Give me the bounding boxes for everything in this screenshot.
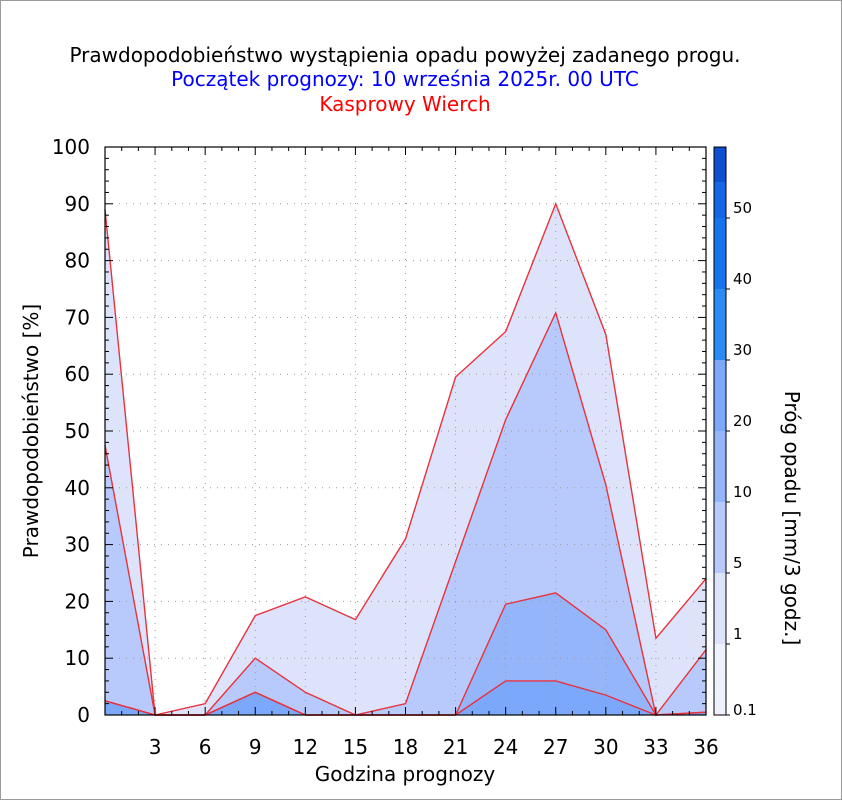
x-axis-label: Godzina prognozy: [315, 762, 496, 786]
x-tick-label-3: 12: [293, 735, 318, 759]
x-tick-label-11: 36: [693, 735, 718, 759]
y-tick-label-4: 40: [65, 476, 90, 500]
y-tick-label-0: 0: [77, 703, 90, 727]
colorbar-band-7: [714, 182, 726, 218]
chart-title: Prawdopodobieństwo wystąpienia opadu pow…: [69, 43, 740, 67]
y-tick-label-5: 50: [65, 419, 90, 443]
chart-subtitle: Początek prognozy: 10 września 2025r. 00…: [171, 67, 639, 91]
series-area-3: [105, 680, 706, 715]
x-tick-label-7: 24: [493, 735, 518, 759]
colorbar-band-8: [714, 147, 726, 182]
colorbar-tick-label-1: 1: [733, 625, 743, 643]
x-tick-label-1: 6: [199, 735, 212, 759]
colorbar-band-3: [714, 431, 726, 502]
x-tick-label-6: 21: [443, 735, 468, 759]
colorbar-band-6: [714, 218, 726, 289]
colorbar: 0.1 1 5 10 20 30 40 50: [714, 147, 757, 719]
series-line-0: [104, 201, 707, 716]
x-tick-label-0: 3: [149, 735, 162, 759]
colorbar-tick-label-5: 30: [733, 341, 752, 359]
colorbar-label: Próg opadu [mm/3 godz.]: [780, 391, 804, 646]
y-tick-label-1: 10: [65, 646, 90, 670]
y-tick-label-7: 70: [65, 305, 90, 329]
y-tick-label-10: 100: [52, 135, 90, 159]
chart-location: Kasprowy Wierch: [319, 92, 490, 116]
colorbar-tick-label-4: 20: [733, 412, 752, 430]
y-tick-label-8: 80: [65, 249, 90, 273]
x-axis-ticks: 3 6 9 12 15 18 21 24 27 30 33 36: [121, 147, 719, 759]
colorbar-tick-label-3: 10: [733, 483, 752, 501]
colorbar-tick-label-0: 0.1: [733, 701, 757, 719]
colorbar-band-4: [714, 360, 726, 431]
colorbar-band-2: [714, 502, 726, 573]
x-tick-label-5: 18: [393, 735, 418, 759]
y-axis-label: Prawdopodobieństwo [%]: [19, 304, 43, 558]
y-axis-ticks: 0 10 20 30 40 50 60 70 80 90 100: [52, 135, 706, 727]
x-tick-label-10: 33: [643, 735, 668, 759]
y-tick-label-3: 30: [65, 533, 90, 557]
colorbar-tick-label-6: 40: [733, 270, 752, 288]
colorbar-band-5: [714, 289, 726, 360]
y-tick-label-2: 20: [65, 589, 90, 613]
colorbar-frame: [713, 146, 727, 716]
colorbar-tick-label-2: 5: [733, 554, 743, 572]
y-tick-label-6: 60: [65, 362, 90, 386]
x-tick-label-4: 15: [343, 735, 368, 759]
x-tick-label-2: 9: [249, 735, 262, 759]
y-tick-label-9: 90: [65, 192, 90, 216]
x-tick-label-9: 30: [593, 735, 618, 759]
colorbar-tick-label-7: 50: [733, 199, 752, 217]
colorbar-band-1: [714, 573, 726, 644]
colorbar-band-0: [714, 644, 726, 715]
x-tick-label-8: 27: [543, 735, 568, 759]
